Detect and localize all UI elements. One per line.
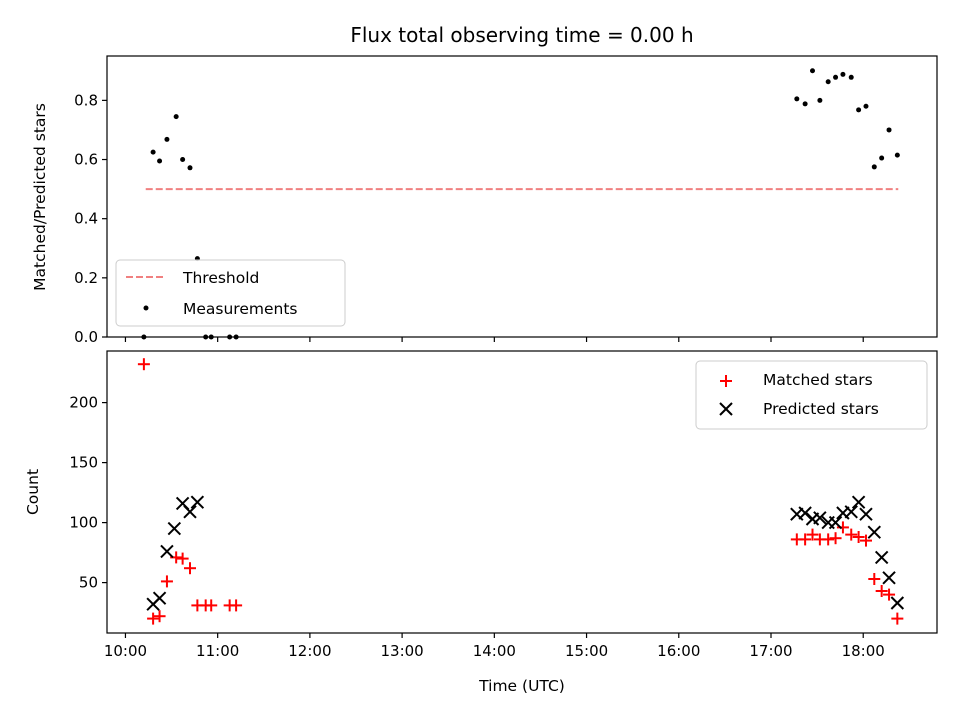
predicted-star-point bbox=[152, 591, 167, 605]
bottom-x-tick-label: 13:00 bbox=[380, 642, 423, 660]
matched-star-point bbox=[891, 612, 904, 625]
bottom-x-tick-label: 14:00 bbox=[473, 642, 516, 660]
bottom-x-tick-label: 11:00 bbox=[196, 642, 239, 660]
matched-star-point bbox=[852, 531, 865, 543]
measurement-point bbox=[794, 96, 800, 102]
bottom-y-tick-label: 50 bbox=[79, 574, 98, 592]
bottom-legend-box bbox=[695, 360, 928, 430]
top-panel: 0.00.20.40.60.8 Matched/Predicted stars … bbox=[31, 55, 938, 346]
measurement-point bbox=[810, 68, 815, 74]
measurement-point bbox=[164, 136, 170, 142]
bottom-y-tick-label: 150 bbox=[69, 454, 98, 472]
matched-star-point bbox=[799, 533, 812, 546]
matched-star-point bbox=[845, 528, 858, 541]
measurement-point bbox=[817, 97, 823, 103]
measurement-point bbox=[856, 107, 862, 113]
bottom-y-tick-label: 200 bbox=[69, 394, 98, 412]
predicted-star-point bbox=[828, 515, 843, 530]
measurement-point bbox=[840, 71, 846, 77]
legend-measurements-swatch bbox=[143, 305, 149, 311]
matched-star-point bbox=[806, 528, 819, 541]
top-points-layer bbox=[141, 68, 900, 340]
top-legend-box bbox=[115, 259, 346, 327]
top-y-tick-label: 0.8 bbox=[74, 91, 98, 109]
legend-matched-label: Matched stars bbox=[763, 371, 873, 389]
measurement-point bbox=[894, 152, 900, 158]
top-y-tick-label: 0.6 bbox=[74, 151, 98, 169]
measurement-point bbox=[173, 114, 179, 120]
top-chart-title: Flux total observing time = 0.00 h bbox=[350, 23, 693, 47]
measurement-point bbox=[848, 74, 854, 80]
bottom-x-tick-label: 10:00 bbox=[104, 642, 147, 660]
predicted-star-point bbox=[813, 511, 827, 525]
matched-star-point bbox=[836, 521, 849, 534]
matched-star-point bbox=[205, 599, 218, 612]
measurement-point bbox=[871, 164, 877, 170]
predicted-star-point bbox=[183, 505, 197, 519]
matched-star-point bbox=[147, 612, 160, 625]
predicted-star-point bbox=[859, 507, 873, 521]
predicted-star-point bbox=[867, 525, 881, 539]
top-x-axis bbox=[124, 337, 864, 342]
matched-star-point bbox=[137, 358, 150, 371]
measurement-point bbox=[157, 158, 163, 164]
measurement-point bbox=[180, 157, 186, 163]
bottom-x-axis: 10:00 11:00 12:00 13:00 14:00 15:00 16:00 17:00… bbox=[104, 633, 885, 660]
matched-star-point bbox=[829, 532, 842, 545]
bottom-x-tick-label: 15:00 bbox=[565, 642, 608, 660]
top-y-axis-label: Matched/Predicted stars bbox=[31, 103, 49, 291]
measurement-point bbox=[802, 101, 808, 107]
predicted-star-point bbox=[890, 596, 905, 610]
matched-star-point bbox=[875, 585, 888, 597]
matched-star-point bbox=[176, 552, 189, 565]
measurement-point bbox=[150, 149, 156, 155]
predicted-star-point bbox=[874, 550, 889, 565]
measurement-point bbox=[879, 155, 885, 161]
measurement-point bbox=[187, 165, 193, 171]
measurement-point bbox=[825, 79, 831, 85]
top-plot-frame bbox=[106, 55, 938, 338]
top-y-tick-label: 0.4 bbox=[74, 210, 98, 228]
measurement-point bbox=[886, 127, 892, 133]
legend-predicted-label: Predicted stars bbox=[763, 400, 879, 418]
bottom-panel: 50 100 150 200 10:00 11:00 12:00 13:00 14:00 15:… bbox=[24, 350, 938, 695]
bottom-x-tick-label: 16:00 bbox=[657, 642, 700, 660]
bottom-plot-frame bbox=[106, 350, 938, 634]
predicted-star-point bbox=[167, 521, 182, 536]
matched-star-point bbox=[859, 534, 872, 547]
bottom-x-tick-label: 18:00 bbox=[842, 642, 885, 660]
bottom-x-tick-label: 12:00 bbox=[288, 642, 331, 660]
bottom-y-tick-label: 100 bbox=[69, 514, 98, 532]
matched-star-point bbox=[822, 533, 835, 546]
measurement-point bbox=[833, 74, 839, 80]
legend-measurements-label: Measurements bbox=[183, 300, 298, 318]
legend-threshold-label: Threshold bbox=[182, 269, 259, 287]
top-y-tick-label: 0.0 bbox=[74, 328, 98, 346]
legend-predicted-swatch bbox=[719, 402, 733, 416]
bottom-points-layer bbox=[137, 358, 905, 625]
bottom-x-axis-label: Time (UTC) bbox=[478, 677, 565, 695]
bottom-y-axis: 50 100 150 200 bbox=[69, 394, 107, 592]
legend-matched-swatch bbox=[720, 375, 732, 387]
top-y-axis: 0.0 0.2 0.4 0.6 0.8 bbox=[74, 91, 107, 346]
predicted-star-point bbox=[844, 505, 858, 519]
predicted-star-point bbox=[882, 571, 896, 585]
top-legend: Threshold Measurements bbox=[115, 259, 346, 327]
bottom-x-tick-label: 17:00 bbox=[749, 642, 792, 660]
predicted-star-point bbox=[851, 495, 866, 509]
bottom-y-axis-label: Count bbox=[24, 469, 42, 515]
matched-star-point bbox=[883, 588, 896, 601]
top-y-tick-label: 0.2 bbox=[74, 269, 98, 287]
matched-star-point bbox=[230, 599, 243, 612]
bottom-legend: Matched stars Predicted stars bbox=[695, 360, 928, 430]
predicted-star-point bbox=[160, 544, 174, 559]
predicted-star-point bbox=[190, 495, 205, 509]
measurement-point bbox=[863, 103, 869, 109]
matched-star-point bbox=[868, 573, 881, 585]
matched-star-point bbox=[153, 610, 166, 623]
matched-star-point bbox=[184, 562, 196, 575]
matched-star-point bbox=[160, 575, 173, 588]
